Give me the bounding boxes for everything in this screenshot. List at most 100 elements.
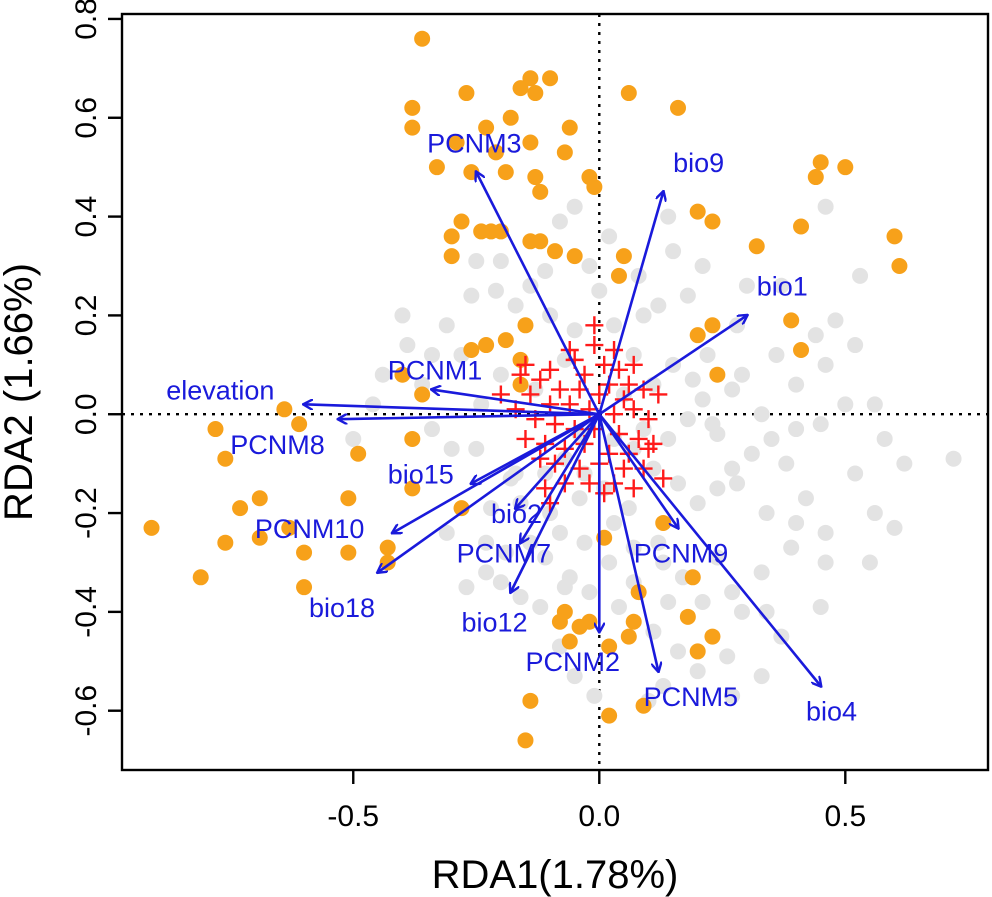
highlight-point (404, 119, 421, 136)
cross-point (531, 370, 550, 389)
background-point (896, 455, 913, 472)
highlight-point (502, 109, 519, 126)
background-point (645, 460, 662, 477)
vector-label-pcnm8: PCNM8 (230, 430, 325, 460)
y-tick-label: 0.4 (70, 196, 103, 238)
background-point (512, 589, 529, 606)
highlight-point (527, 169, 544, 186)
y-axis: -0.6 -0.4 -0.2 0.0 0.2 0.4 0.6 0.8 (70, 0, 122, 737)
highlight-point (783, 312, 800, 329)
cross-point (585, 316, 604, 335)
background-point (866, 505, 883, 522)
cross-point (605, 405, 624, 424)
background-point (394, 307, 411, 324)
background-point (478, 564, 495, 581)
highlight-point (281, 519, 298, 536)
highlight-point (458, 85, 475, 102)
cross-point (516, 355, 535, 374)
background-point (606, 317, 623, 334)
vector-label-bio9: bio9 (673, 148, 724, 178)
cross-point (516, 429, 535, 448)
background-point (492, 574, 509, 591)
vector-label-bio15: bio15 (388, 459, 454, 489)
highlight-point (522, 692, 539, 709)
background-point (374, 366, 391, 383)
background-point (438, 317, 455, 334)
background-point (694, 258, 711, 274)
background-point (945, 450, 962, 467)
vector-arrow-bio2 (516, 413, 601, 508)
background-point (345, 430, 362, 447)
background-point (566, 668, 583, 685)
background-point (743, 445, 760, 462)
cross-point (644, 434, 663, 453)
highlight-point (886, 228, 903, 245)
highlight-point (556, 144, 573, 161)
highlight-point (561, 119, 578, 136)
vector-arrow-bio18 (378, 413, 601, 572)
background-point (581, 584, 598, 601)
x-tick-label: 0.0 (578, 800, 620, 833)
background-point (847, 337, 864, 354)
highlight-point (443, 228, 460, 245)
highlight-point (610, 267, 627, 284)
background-point (601, 228, 618, 245)
background-point (729, 475, 746, 492)
background-point (670, 475, 687, 492)
vector-labels: PCNM3 bio9 bio1 PCNM1 elevation PCNM8 bio15 bio… (166, 128, 857, 726)
background-point (620, 500, 637, 517)
background-point (551, 213, 568, 230)
highlight-point (404, 430, 421, 447)
highlight-point (551, 613, 568, 630)
background-point (724, 460, 741, 477)
highlight-point (522, 134, 539, 151)
vector-arrow-pcnm8 (339, 412, 600, 419)
cross-point (541, 395, 560, 414)
background-point (783, 539, 800, 556)
background-point (478, 534, 495, 551)
cross-point (550, 380, 569, 399)
vector-label-elevation: elevation (166, 375, 274, 405)
background-point (679, 287, 696, 304)
background-point (610, 598, 627, 615)
vector-label-bio4: bio4 (806, 697, 857, 727)
highlight-point (478, 337, 495, 354)
highlight-point (807, 169, 824, 186)
highlight-point (379, 539, 396, 556)
background-point (606, 514, 623, 531)
highlight-point (296, 544, 313, 561)
highlight-point (512, 80, 529, 97)
highlight-point (566, 248, 583, 265)
cross-point (546, 415, 564, 434)
background-point (886, 519, 903, 536)
cross-point (605, 341, 624, 359)
background-point (660, 208, 677, 225)
background-point (571, 490, 588, 507)
highlight-point (704, 213, 721, 230)
cross-point (639, 410, 658, 429)
highlight-point (601, 707, 618, 724)
background-point (468, 253, 485, 270)
background-point (699, 346, 716, 363)
highlight-point (207, 421, 224, 438)
background-point (576, 534, 593, 551)
background-point (733, 603, 750, 620)
cross-point (595, 355, 614, 374)
background-point (753, 406, 770, 423)
highlight-point (601, 638, 618, 655)
y-tick-label: 0.6 (70, 97, 103, 139)
highlight-point (404, 99, 421, 116)
y-tick-label: -0.2 (70, 487, 103, 539)
background-point (650, 297, 667, 314)
cross-point (521, 385, 540, 404)
background-point (738, 277, 755, 294)
highlight-point (704, 317, 721, 334)
background-point (551, 524, 568, 541)
highlight-point (670, 99, 687, 116)
background-point (694, 391, 711, 408)
background-point (665, 243, 682, 260)
background-point (463, 287, 480, 304)
vector-label-pcnm7: PCNM7 (457, 538, 552, 568)
highlight-point (428, 159, 445, 176)
vector-arrow-pcnm5 (598, 413, 658, 671)
